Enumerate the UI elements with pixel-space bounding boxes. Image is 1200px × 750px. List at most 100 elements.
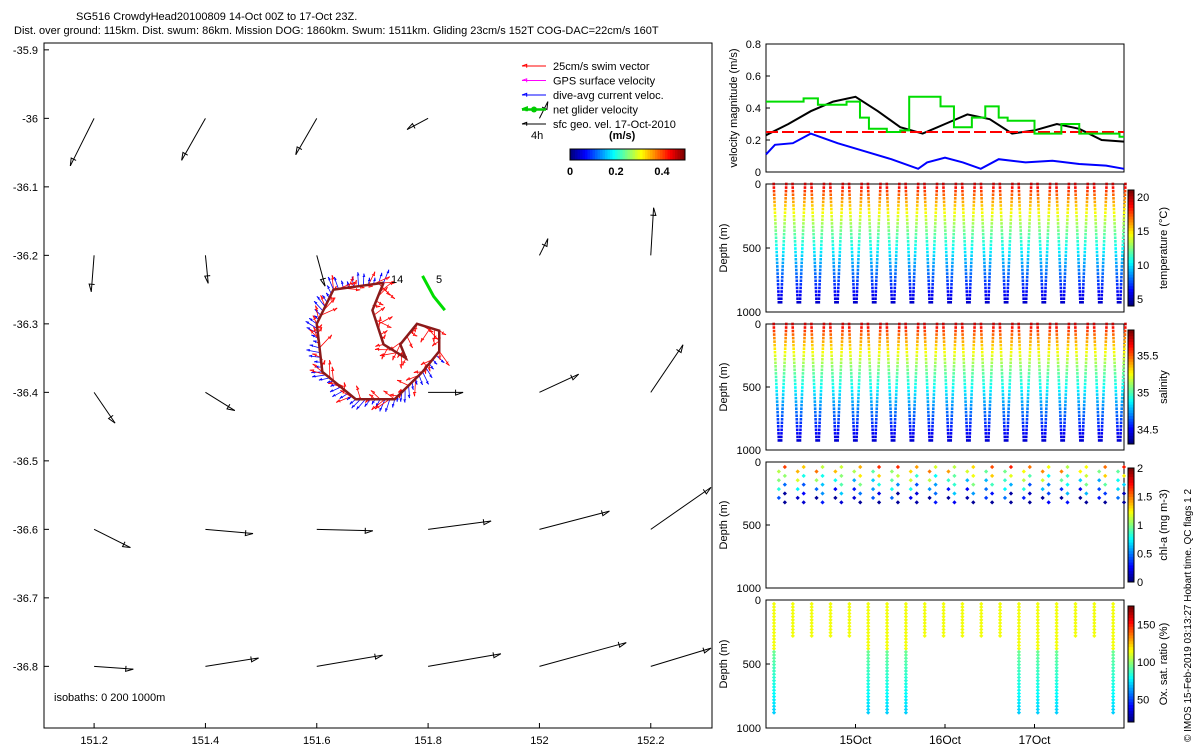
- profile-point: [968, 297, 972, 300]
- profile-point: [801, 240, 804, 243]
- profile-point: [893, 425, 897, 428]
- colorbar-cell: [1128, 384, 1134, 388]
- profile-point: [889, 421, 893, 425]
- profile-point: [818, 407, 822, 410]
- profile-point: [802, 354, 806, 358]
- geo-vector: [650, 647, 712, 667]
- profile-point: [867, 204, 871, 207]
- profile-point: [1059, 290, 1063, 293]
- profile-point: [944, 382, 948, 386]
- profile-point: [992, 186, 995, 189]
- profile-point: [774, 375, 778, 379]
- profile-point: [1084, 365, 1088, 368]
- profile-point: [904, 186, 908, 189]
- profile-point: [970, 382, 974, 386]
- profile-point: [821, 343, 825, 347]
- profile-point: [869, 382, 872, 386]
- profile-point: [791, 197, 795, 200]
- profile-point: [943, 347, 946, 350]
- profile-point: [895, 232, 899, 236]
- profile-point: [1027, 372, 1031, 375]
- profile-point: [1055, 197, 1059, 200]
- profile-point: [1101, 275, 1104, 279]
- profile-point: [1039, 403, 1043, 407]
- profile-point: [1060, 297, 1063, 300]
- oxygen-point: [922, 630, 927, 635]
- colorbar-cell: [1128, 201, 1134, 205]
- profile-point: [906, 229, 909, 232]
- oxygen-point: [1035, 662, 1040, 667]
- profile-point: [1102, 240, 1106, 243]
- profile-point: [932, 396, 936, 400]
- profile-point: [895, 389, 898, 393]
- colorbar-label: salinity: [1158, 370, 1170, 404]
- profile-point: [904, 193, 908, 197]
- profile-point: [802, 350, 806, 354]
- profile-point: [912, 283, 916, 286]
- profile-point: [1001, 382, 1004, 386]
- profile-point: [1112, 200, 1115, 204]
- profile-point: [1039, 400, 1043, 403]
- profile-point: [830, 214, 833, 218]
- profile-point: [1044, 290, 1047, 293]
- profile-point: [830, 207, 833, 211]
- profile-point: [1029, 197, 1032, 200]
- profile-point: [1022, 428, 1025, 432]
- profile-point: [813, 407, 817, 410]
- profile-point: [849, 357, 852, 361]
- colorbar-cell: [1128, 375, 1134, 379]
- profile-point: [1010, 329, 1014, 333]
- chl-point: [858, 482, 863, 487]
- oxygen-point: [1073, 617, 1078, 622]
- profile-point: [1074, 347, 1078, 350]
- oxygen-point: [997, 608, 1003, 613]
- profile-point: [1075, 229, 1079, 232]
- chl-point: [1078, 478, 1083, 483]
- profile-point: [960, 322, 964, 326]
- profile-point: [856, 275, 859, 279]
- profile-point: [1022, 439, 1026, 442]
- profile-point: [914, 379, 917, 382]
- swim-vector-head: [320, 295, 324, 300]
- profile-point: [988, 257, 992, 261]
- colorbar-cell: [1128, 294, 1134, 298]
- dac-vector-head: [305, 321, 310, 325]
- geo-vector-head: [69, 157, 77, 167]
- profile-point: [810, 322, 813, 326]
- oxygen-point: [903, 636, 909, 642]
- profile-point: [1059, 417, 1062, 421]
- colorbar-cell: [607, 149, 611, 160]
- chl-point: [833, 469, 838, 474]
- profile-point: [875, 275, 878, 279]
- profile-point: [1086, 326, 1089, 329]
- profile-point: [798, 439, 802, 442]
- profile-point: [866, 326, 870, 329]
- y-tick-label: 500: [743, 243, 761, 255]
- profile-point: [951, 243, 955, 247]
- profile-point: [951, 250, 955, 254]
- profile-point: [1112, 207, 1116, 211]
- profile-point: [979, 182, 983, 186]
- profile-point: [870, 400, 873, 403]
- profile-point: [855, 428, 859, 432]
- profile-point: [775, 386, 778, 389]
- profile-point: [1100, 435, 1103, 439]
- oxygen-point: [1111, 649, 1116, 654]
- profile-point: [1028, 204, 1032, 207]
- profile-point: [1024, 435, 1028, 439]
- profile-point: [830, 347, 833, 350]
- profile-point: [1064, 403, 1067, 407]
- profile-point: [1065, 379, 1068, 382]
- profile-point: [915, 361, 918, 365]
- profile-point: [991, 204, 994, 207]
- profile-point: [1007, 254, 1011, 257]
- profile-point: [1124, 182, 1127, 186]
- profile-point: [982, 254, 986, 257]
- profile-point: [1078, 428, 1082, 432]
- profile-point: [781, 268, 784, 272]
- profile-point: [1121, 375, 1125, 379]
- profile-point: [821, 214, 824, 218]
- profile-point: [1122, 214, 1126, 218]
- oxygen-point: [1092, 633, 1097, 638]
- profile-point: [935, 333, 938, 336]
